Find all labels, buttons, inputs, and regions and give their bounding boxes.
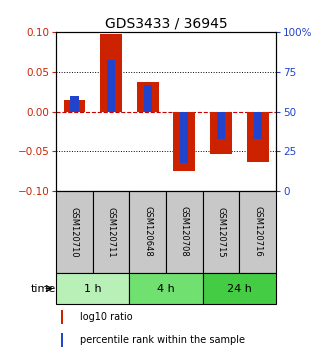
Text: GSM120716: GSM120716: [253, 206, 262, 257]
Bar: [166, 191, 203, 273]
Bar: [173, 112, 195, 171]
Bar: [210, 112, 232, 154]
Text: GSM120710: GSM120710: [70, 206, 79, 257]
Bar: [56, 191, 93, 273]
Bar: [180, 112, 188, 163]
Text: GSM120708: GSM120708: [180, 206, 189, 257]
Text: 4 h: 4 h: [157, 284, 175, 293]
Bar: [129, 191, 166, 273]
Text: GSM120711: GSM120711: [107, 206, 116, 257]
Bar: [203, 273, 276, 304]
Text: 24 h: 24 h: [227, 284, 252, 293]
Bar: [61, 333, 63, 347]
Bar: [64, 99, 85, 112]
Text: log10 ratio: log10 ratio: [80, 312, 133, 322]
Text: GSM120648: GSM120648: [143, 206, 152, 257]
Bar: [93, 191, 129, 273]
Bar: [203, 191, 239, 273]
Bar: [137, 82, 159, 112]
Bar: [247, 112, 269, 162]
Bar: [144, 85, 152, 112]
Text: 1 h: 1 h: [84, 284, 102, 293]
Text: time: time: [31, 284, 56, 293]
Bar: [217, 112, 225, 139]
Text: percentile rank within the sample: percentile rank within the sample: [80, 335, 245, 346]
Bar: [56, 273, 129, 304]
Bar: [61, 310, 63, 324]
Bar: [71, 96, 79, 112]
Bar: [254, 112, 262, 139]
Bar: [107, 60, 115, 112]
Text: GSM120715: GSM120715: [217, 206, 226, 257]
Title: GDS3433 / 36945: GDS3433 / 36945: [105, 17, 228, 31]
Bar: [129, 273, 203, 304]
Bar: [239, 191, 276, 273]
Bar: [100, 34, 122, 112]
